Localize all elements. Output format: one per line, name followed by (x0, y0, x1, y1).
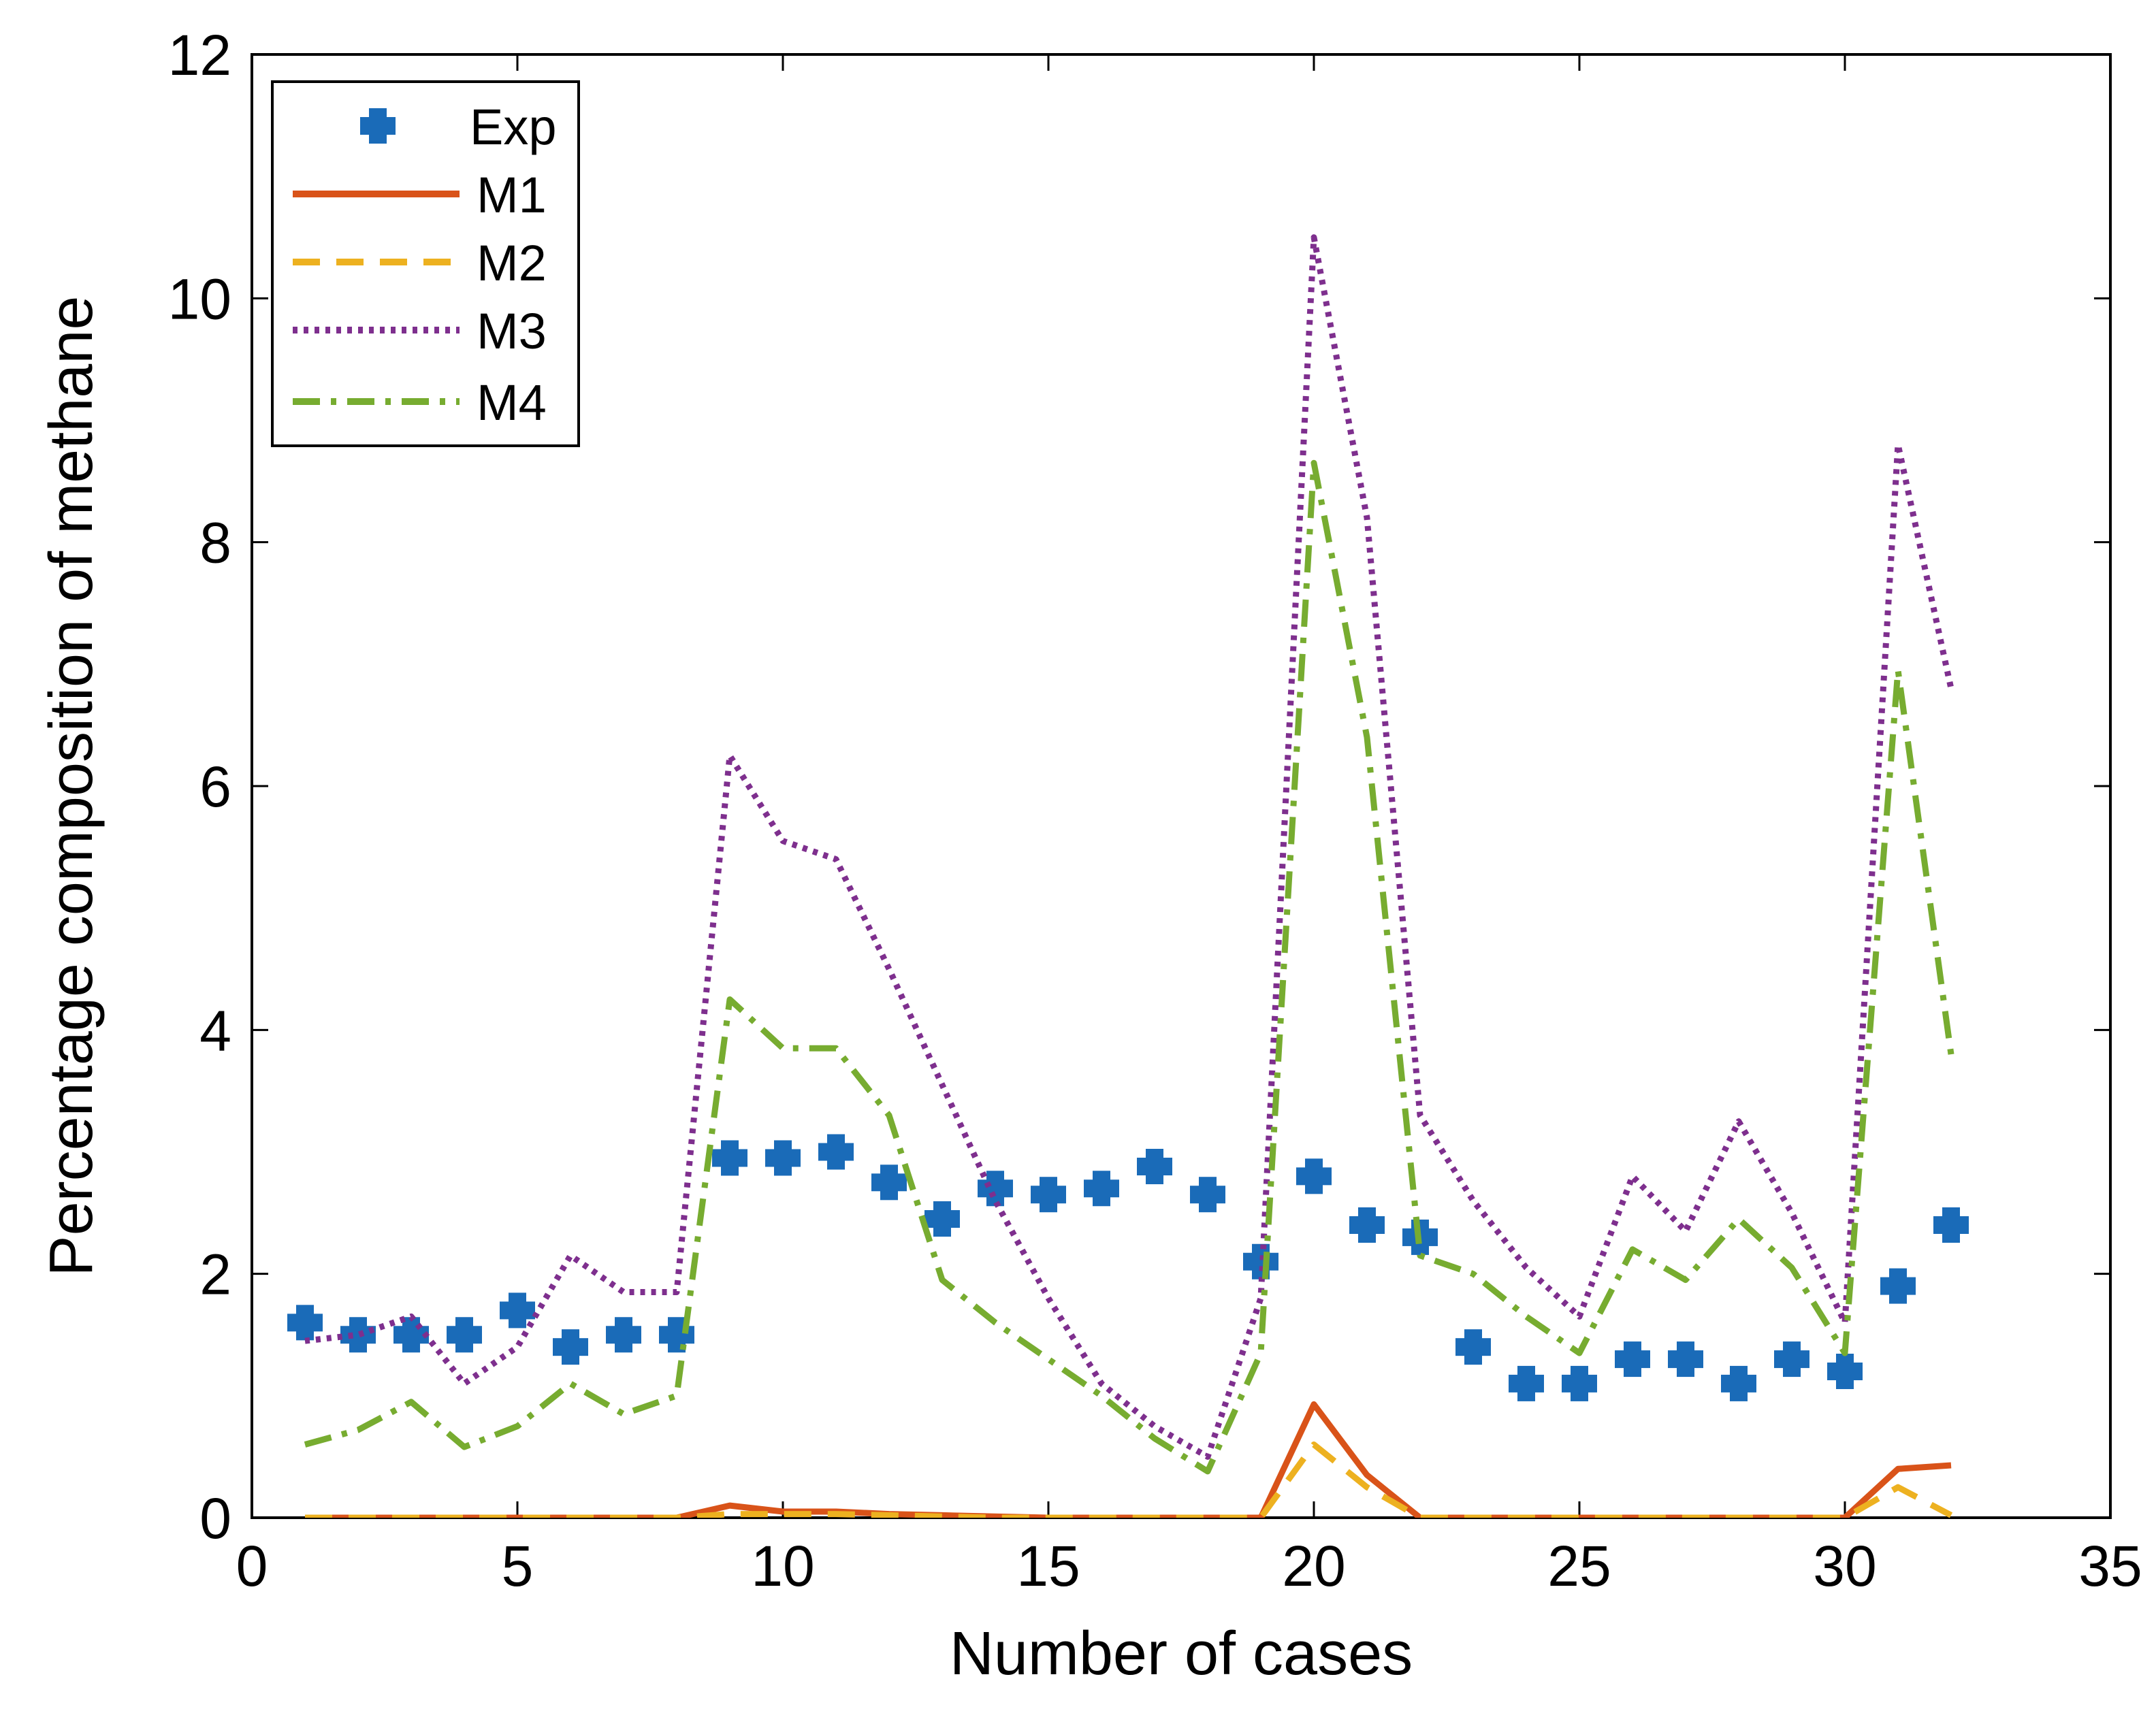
x-axis-label: Number of cases (950, 1620, 1413, 1688)
y-tick-label: 6 (199, 755, 231, 819)
y-tick-label: 0 (199, 1486, 231, 1550)
exp-data-point (1615, 1341, 1650, 1378)
y-axis-ticks: 0 2 4 6 8 10 12 (168, 23, 2110, 1550)
exp-data-point (712, 1140, 747, 1176)
exp-data-point (1455, 1329, 1491, 1365)
exp-data-point (287, 1305, 323, 1341)
exp-data-point (818, 1134, 854, 1170)
exp-data-point (1562, 1365, 1597, 1401)
exp-data-point (871, 1164, 907, 1201)
exp-data-point (1827, 1354, 1863, 1389)
legend-entry-m1: M1 (293, 167, 547, 223)
exp-data-point (447, 1317, 482, 1353)
y-tick-label: 10 (168, 267, 231, 331)
x-axis-ticks: 0 5 10 15 20 25 30 35 (236, 54, 2142, 1598)
x-tick-label: 30 (1813, 1534, 1876, 1598)
exp-data-point (393, 1317, 429, 1353)
exp-data-point (1721, 1365, 1756, 1401)
legend-entry-m2: M2 (293, 235, 547, 291)
exp-data-point (765, 1140, 801, 1176)
legend-entry-exp: Exp (360, 99, 557, 155)
legend-label: M2 (477, 235, 547, 291)
series-line-m3 (304, 234, 1954, 1460)
series-exp (287, 1134, 1969, 1401)
exp-data-point (1084, 1171, 1119, 1207)
x-tick-label: 0 (236, 1534, 268, 1598)
exp-data-point (1296, 1158, 1332, 1194)
exp-data-point (1349, 1207, 1385, 1243)
exp-data-point (1933, 1207, 1969, 1243)
legend-label: M3 (477, 303, 547, 359)
series-m4 (304, 459, 1954, 1475)
exp-data-point (1668, 1341, 1703, 1378)
legend: Exp M1 M2 M3 M4 (271, 80, 580, 447)
x-tick-label: 25 (1547, 1534, 1611, 1598)
exp-data-point (1137, 1149, 1172, 1184)
legend-entry-m4: M4 (293, 374, 547, 431)
x-tick-label: 5 (502, 1534, 534, 1598)
series-layer (287, 234, 1969, 1518)
x-tick-label: 10 (751, 1534, 814, 1598)
x-tick-label: 20 (1282, 1534, 1345, 1598)
legend-label: Exp (470, 99, 557, 155)
legend-marker-exp (360, 108, 396, 144)
legend-label: M1 (477, 167, 547, 223)
y-tick-label: 4 (199, 998, 231, 1062)
x-tick-label: 35 (2078, 1534, 2142, 1598)
series-m3 (304, 234, 1954, 1460)
exp-data-point (500, 1292, 535, 1329)
series-line-m4 (304, 459, 1954, 1475)
exp-data-point (1190, 1177, 1225, 1213)
exp-data-point (1243, 1243, 1278, 1280)
exp-data-point (1880, 1268, 1916, 1304)
x-tick-label: 15 (1016, 1534, 1080, 1598)
legend-entry-m3: M3 (293, 303, 547, 359)
exp-data-point (606, 1317, 641, 1353)
exp-data-point (1774, 1341, 1809, 1378)
y-tick-label: 2 (199, 1243, 231, 1307)
exp-data-point (978, 1171, 1013, 1207)
exp-data-point (1509, 1365, 1544, 1401)
exp-data-point (924, 1201, 960, 1237)
y-tick-label: 12 (168, 23, 231, 87)
y-axis-label: Percentage composition of methane (37, 296, 106, 1277)
legend-label: M4 (477, 374, 547, 431)
exp-data-point (553, 1329, 588, 1365)
exp-data-point (1031, 1177, 1066, 1213)
y-tick-label: 8 (199, 511, 231, 575)
